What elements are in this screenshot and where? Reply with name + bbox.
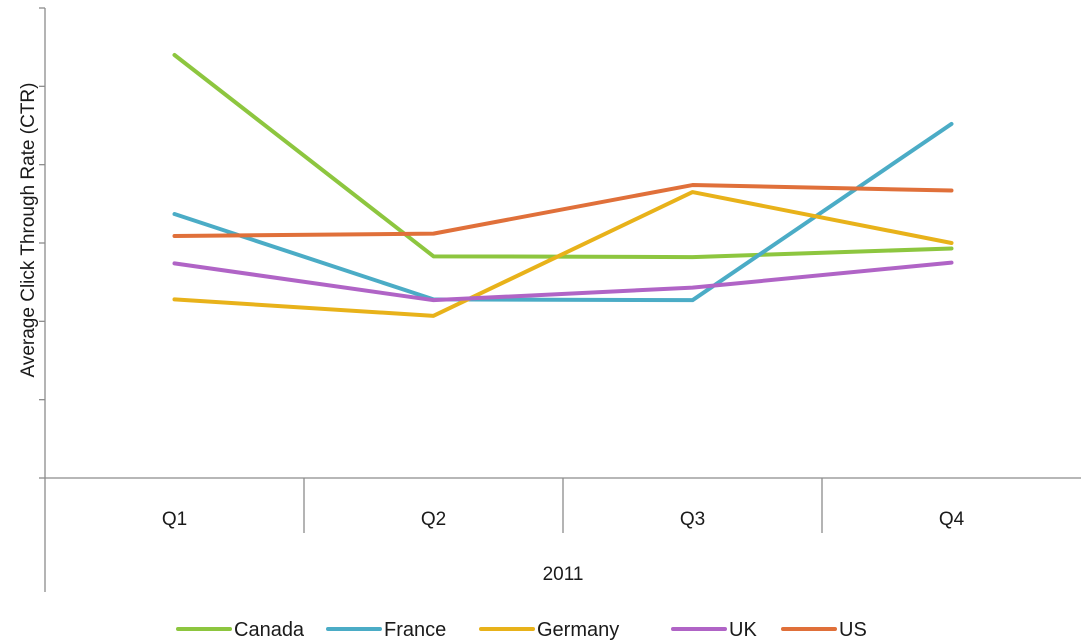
series-line-france: [172, 121, 954, 303]
series-line-germany: [172, 190, 954, 318]
legend: Canada France Germany UK US: [176, 619, 867, 641]
x-axis-group-label: 2011: [543, 564, 584, 585]
legend-label-canada: Canada: [234, 619, 305, 641]
series-line-us: [172, 183, 954, 238]
y-axis-title: Average Click Through Rate (CTR): [18, 83, 39, 378]
x-axis-labels: Q1 Q2 Q3 Q4: [162, 509, 965, 530]
legend-label-uk: UK: [729, 619, 757, 641]
x-tick-label: Q1: [162, 509, 187, 530]
legend-label-us: US: [839, 619, 867, 641]
series-layer: [172, 53, 954, 318]
x-tick-label: Q4: [939, 509, 965, 530]
legend-label-germany: Germany: [537, 619, 619, 641]
legend-label-france: France: [384, 619, 446, 641]
series-line-uk: [172, 260, 954, 303]
x-tick-label: Q2: [421, 509, 446, 530]
y-axis-ticks: [39, 7, 45, 479]
series-line-canada: [172, 53, 954, 260]
x-tick-label: Q3: [680, 509, 705, 530]
x-axis-dividers: [303, 478, 823, 533]
